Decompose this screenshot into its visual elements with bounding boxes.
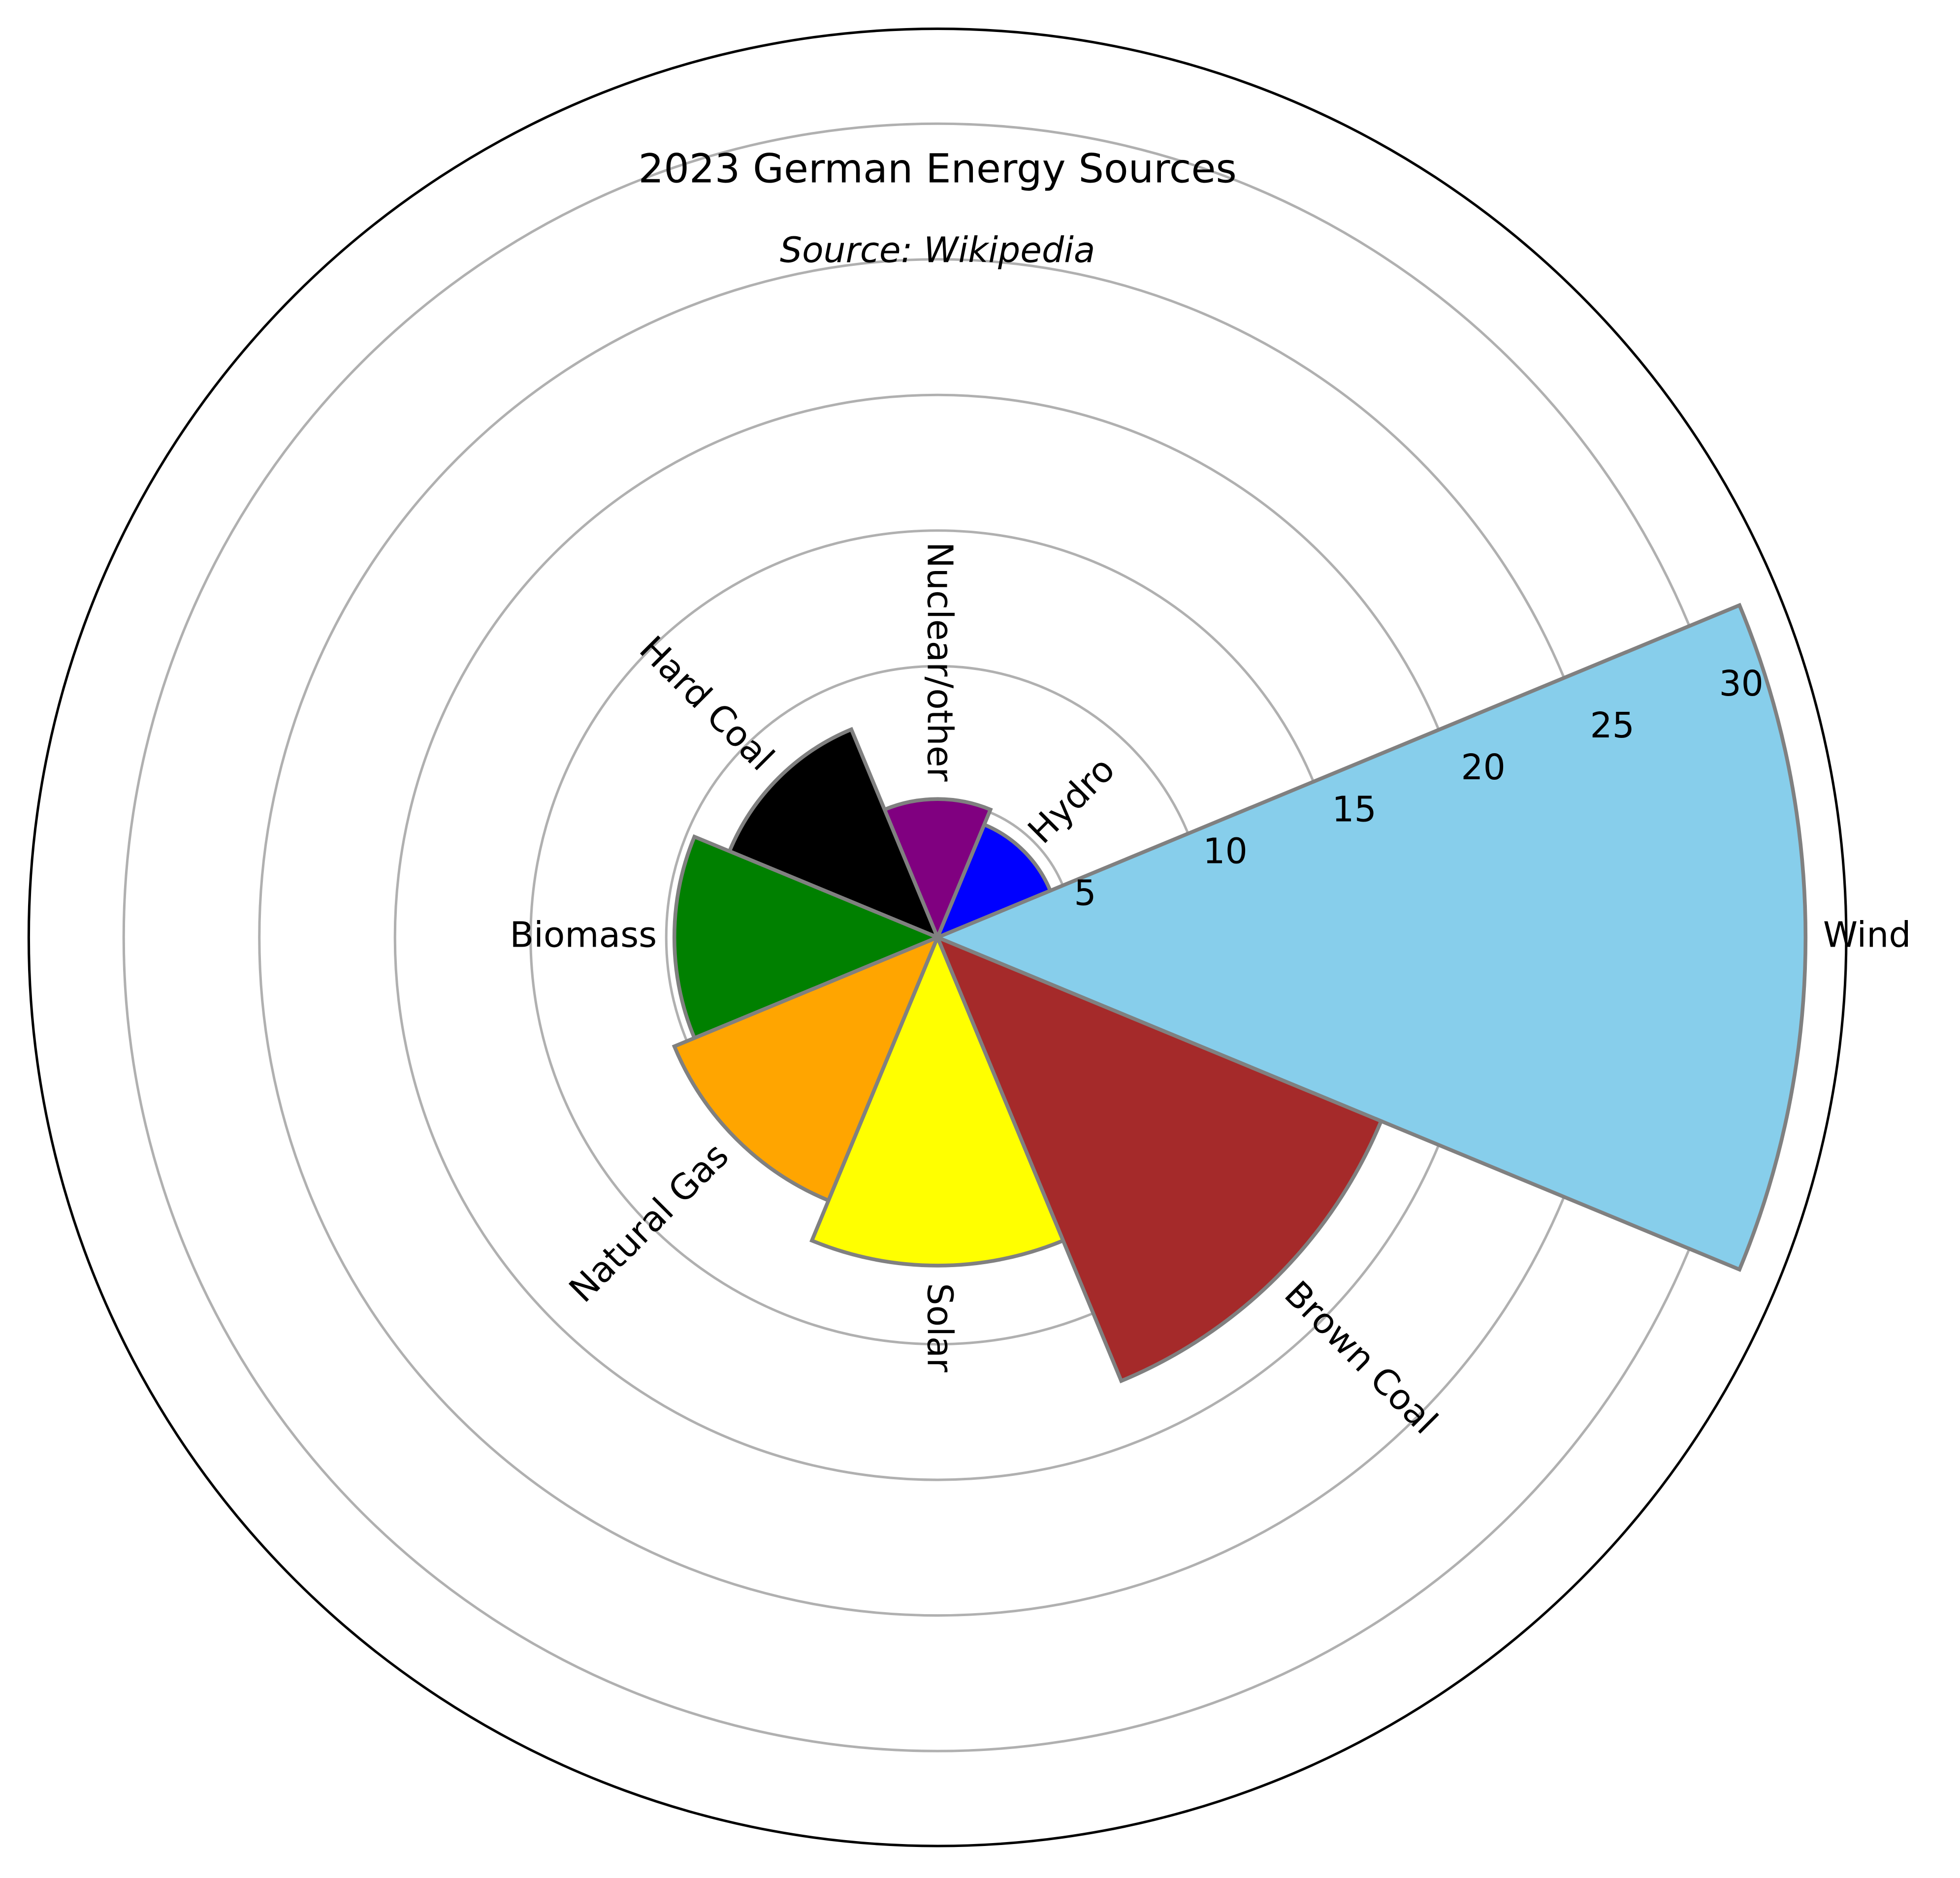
- bar: [809, 932, 1066, 1268]
- polar-frame: [27, 27, 1848, 1847]
- bar: [934, 934, 1384, 1384]
- bars: [672, 603, 1808, 1384]
- category-label: Wind: [1823, 915, 1911, 955]
- bar: [672, 834, 943, 1041]
- bar: [882, 797, 993, 943]
- category-label: Biomass: [510, 915, 657, 955]
- bar: [727, 727, 941, 941]
- bar: [932, 603, 1808, 1272]
- category-label: Solar: [920, 1283, 961, 1372]
- chart-title: 2023 German Energy Sources: [639, 146, 1237, 192]
- r-tick-label: 25: [1590, 705, 1634, 746]
- r-tick-label: 10: [1203, 830, 1247, 871]
- chart-subtitle: Source: Wikipedia: [780, 229, 1095, 270]
- category-label: Nuclear/other: [920, 542, 961, 782]
- r-tick-label: 20: [1461, 747, 1505, 788]
- r-tick-label: 30: [1719, 663, 1763, 704]
- bar: [672, 934, 941, 1203]
- r-tick-label: 15: [1332, 789, 1376, 829]
- bar: [934, 822, 1053, 941]
- r-tick-label: 5: [1074, 873, 1096, 914]
